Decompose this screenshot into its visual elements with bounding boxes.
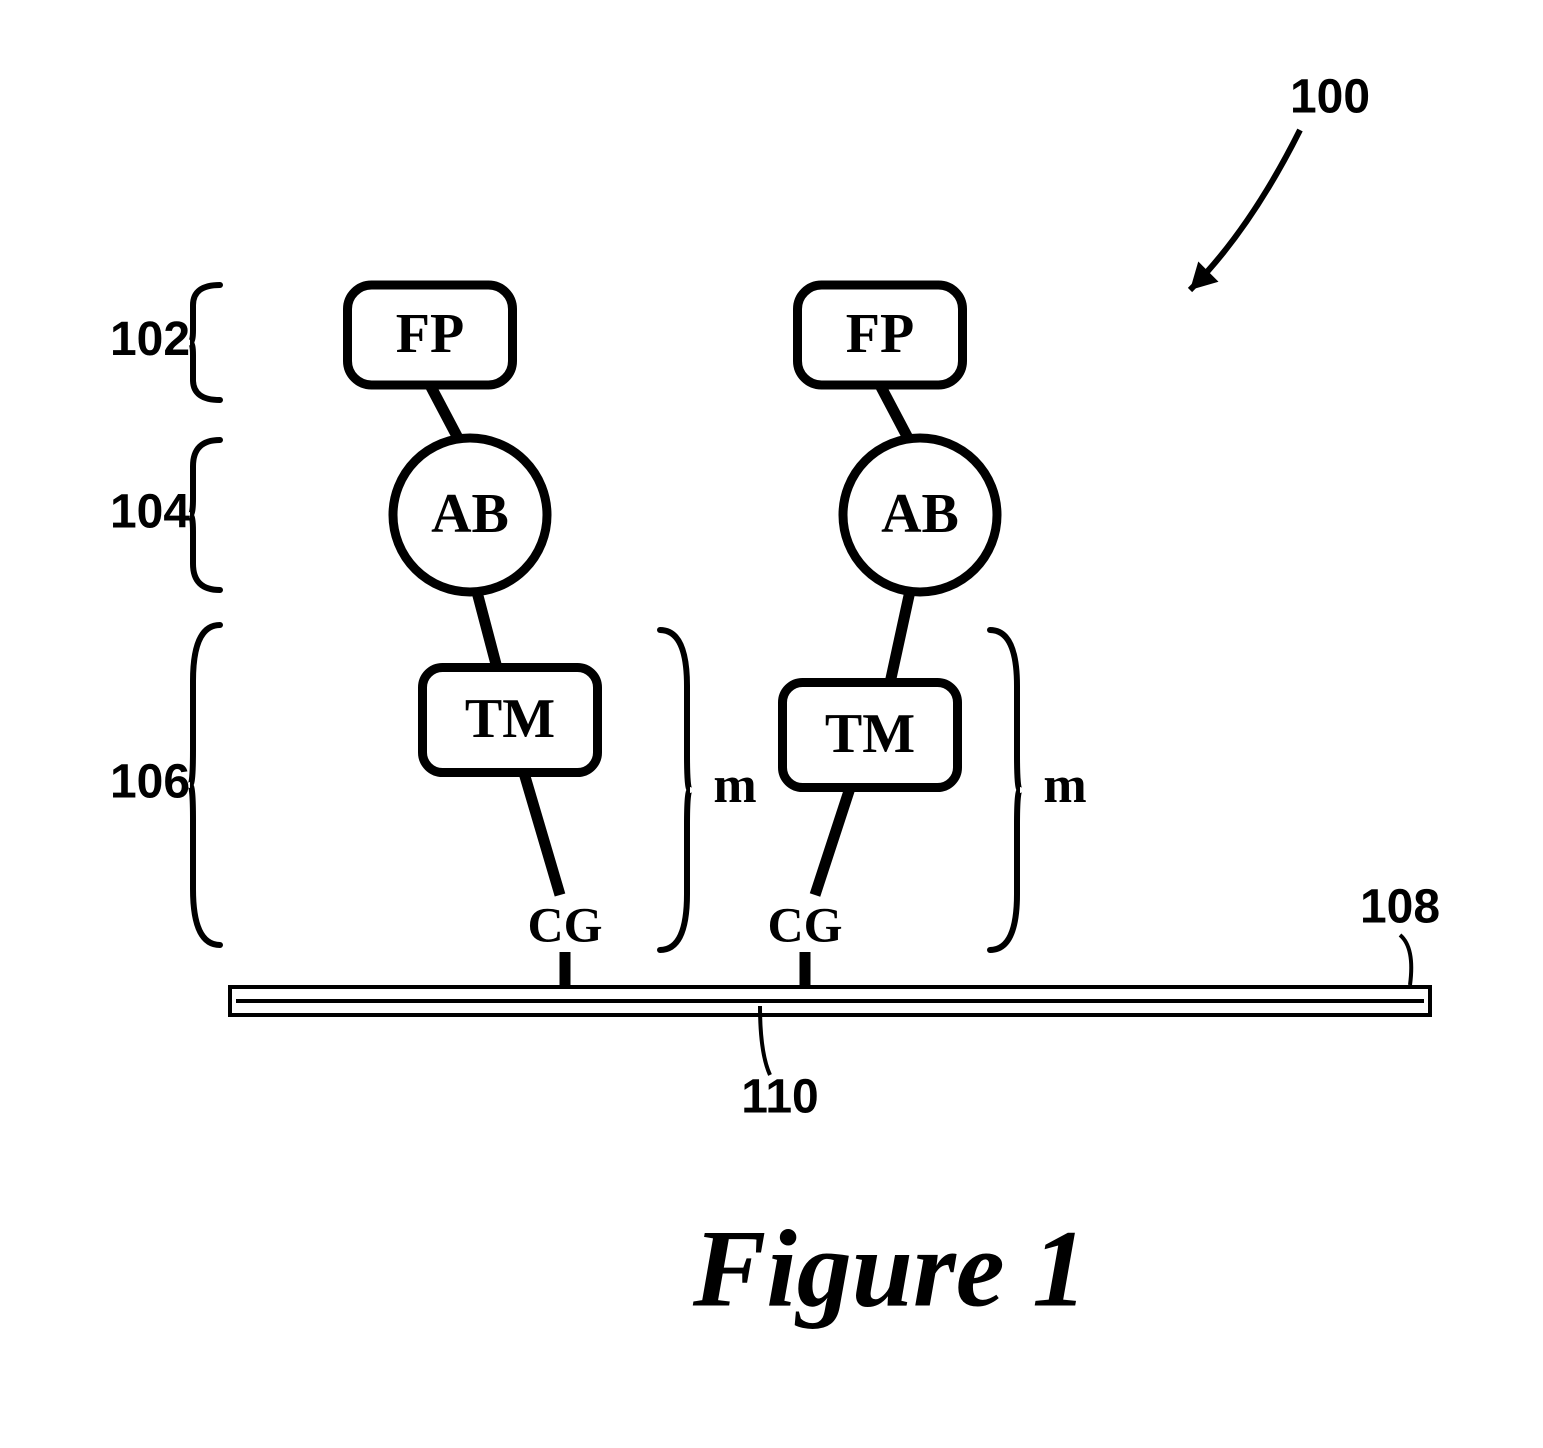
ref-106: 106 <box>110 756 190 809</box>
tm-label-0: TM <box>465 688 555 750</box>
leader-108 <box>1400 935 1411 985</box>
tm-label-1: TM <box>825 703 915 765</box>
unit-1 <box>783 285 1021 985</box>
brace-106 <box>190 625 220 945</box>
connector-0-2 <box>524 773 560 895</box>
ref-110: 110 <box>741 1071 818 1124</box>
m-label-0: m <box>713 757 756 814</box>
cg-label-1: CG <box>768 896 843 952</box>
cg-label-0: CG <box>528 896 603 952</box>
ab-label-1: AB <box>881 483 959 545</box>
unit-0 <box>348 285 691 985</box>
connector-0-0 <box>430 385 459 440</box>
m-label-1: m <box>1043 757 1086 814</box>
connector-1-0 <box>880 385 909 440</box>
figure-caption: Figure 1 <box>692 1207 1087 1329</box>
fp-label-1: FP <box>846 303 914 365</box>
m-brace-1 <box>990 630 1020 950</box>
ref-104: 104 <box>110 486 190 539</box>
ref-100: 100 <box>1290 71 1370 124</box>
m-brace-0 <box>660 630 690 950</box>
connector-0-1 <box>477 592 497 668</box>
connector-1-1 <box>890 591 910 683</box>
fp-label-0: FP <box>396 303 464 365</box>
brace-104 <box>190 440 220 590</box>
ab-label-0: AB <box>431 483 509 545</box>
ref-102: 102 <box>110 313 190 366</box>
brace-102 <box>190 285 220 400</box>
arrow-100 <box>1190 130 1300 290</box>
connector-1-2 <box>815 788 850 895</box>
ref-108: 108 <box>1360 881 1440 934</box>
